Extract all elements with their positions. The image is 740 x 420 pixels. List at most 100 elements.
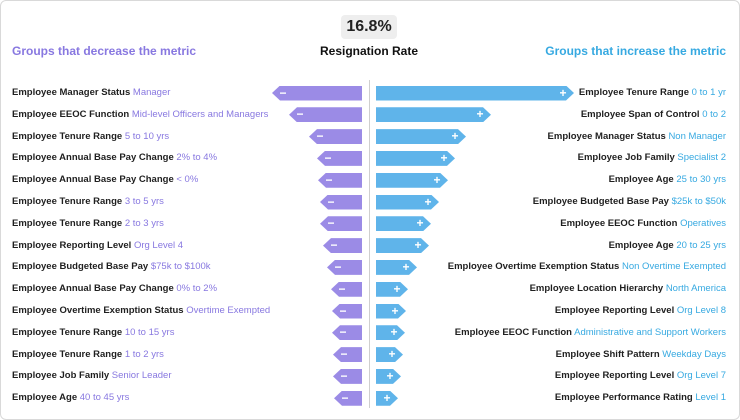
attribute-group: 0 to 1 yr — [691, 87, 726, 98]
increase-label: Employee Age 20 to 25 yrs — [609, 237, 726, 255]
increase-label: Employee Span of Control 0 to 2 — [581, 106, 726, 124]
increase-label: Employee Location Hierarchy North Americ… — [530, 280, 726, 298]
attribute-group: Specialist 2 — [677, 152, 726, 164]
decrease-bar[interactable]: − — [332, 303, 362, 319]
increase-bar[interactable]: + — [376, 304, 406, 319]
attribute-group: Overtime Exempted — [186, 305, 271, 316]
minus-icon: − — [279, 85, 287, 100]
attribute-group: 40 to 45 yrs — [79, 392, 130, 404]
decrease-bar[interactable]: − — [320, 216, 362, 232]
decrease-bar[interactable]: − — [289, 107, 362, 123]
attribute-group: 2 to 3 yrs — [124, 217, 164, 229]
increase-label: Employee Manager Status Non Manager — [548, 128, 726, 146]
attribute-group: Org Level 8 — [676, 305, 726, 316]
decrease-bar[interactable]: − — [327, 259, 362, 275]
minus-icon: − — [316, 129, 324, 144]
decrease-label: Employee Budgeted Base Pay $75k to $100k — [12, 258, 211, 276]
plus-icon: + — [440, 150, 448, 165]
attribute-name: Employee EEOC Function — [12, 108, 130, 120]
decrease-bar[interactable]: − — [323, 238, 362, 254]
attribute-name: Employee Span of Control — [580, 108, 700, 120]
plus-icon: + — [383, 390, 391, 405]
increase-bar[interactable]: + — [376, 238, 429, 253]
increase-bar[interactable]: + — [376, 107, 491, 122]
minus-icon: − — [340, 368, 348, 383]
attribute-group: < 0% — [176, 174, 199, 186]
decrease-bar[interactable]: − — [331, 281, 362, 297]
plus-icon: + — [424, 194, 432, 209]
increase-bar[interactable]: + — [376, 282, 408, 297]
decrease-label: Employee Tenure Range 2 to 3 yrs — [12, 215, 164, 233]
increase-bar[interactable]: + — [376, 151, 455, 166]
attribute-group: North America — [665, 283, 726, 295]
attribute-group: Operatives — [680, 217, 726, 229]
increase-bar[interactable]: + — [376, 369, 401, 384]
minus-icon: − — [334, 259, 342, 274]
attribute-name: Employee Job Family — [577, 152, 675, 164]
increase-bar[interactable]: + — [376, 129, 466, 144]
decrease-label: Employee Tenure Range 5 to 10 yrs — [12, 128, 169, 146]
increase-label: Employee EEOC Function Administrative an… — [455, 324, 726, 342]
increase-label: Employee Job Family Specialist 2 — [578, 149, 726, 167]
attribute-name: Employee Reporting Level — [12, 239, 132, 251]
plus-icon: + — [386, 368, 394, 383]
decrease-bar[interactable]: − — [317, 150, 362, 166]
attribute-name: Employee Job Family — [12, 370, 110, 382]
attribute-name: Employee Age — [608, 174, 674, 186]
attribute-name: Employee Annual Base Pay Change — [12, 174, 174, 186]
decrease-label: Employee Overtime Exemption Status Overt… — [12, 302, 270, 320]
attribute-name: Employee Manager Status — [12, 87, 131, 98]
increase-bar[interactable]: + — [376, 173, 448, 188]
decrease-bar[interactable]: − — [333, 347, 362, 363]
minus-icon: − — [339, 303, 347, 318]
plus-icon: + — [433, 172, 441, 187]
attribute-name: Employee Overtime Exemption Status — [12, 305, 184, 316]
increase-label: Employee EEOC Function Operatives — [560, 215, 726, 233]
increase-bar[interactable]: + — [376, 260, 417, 275]
attribute-name: Employee Location Hierarchy — [529, 283, 664, 295]
attribute-group: Org Level 4 — [133, 239, 184, 251]
attribute-name: Employee Tenure Range — [12, 217, 123, 229]
decrease-bar[interactable]: − — [332, 325, 362, 341]
attribute-name: Employee Age — [12, 392, 78, 404]
increase-label: Employee Performance Rating Level 1 — [555, 389, 726, 407]
increase-bar[interactable]: + — [376, 195, 439, 210]
increase-label: Employee Age 25 to 30 yrs — [609, 171, 726, 189]
attribute-name: Employee Shift Pattern — [555, 348, 660, 360]
attribute-group: 20 to 25 yrs — [676, 239, 726, 251]
increase-header: Groups that increase the metric — [545, 44, 726, 58]
decrease-bar[interactable]: − — [334, 390, 362, 406]
plus-icon: + — [393, 281, 401, 296]
attribute-group: Non Manager — [668, 130, 726, 142]
decrease-bar[interactable]: − — [318, 172, 362, 188]
minus-icon: − — [324, 150, 332, 165]
attribute-group: 5 to 10 yrs — [124, 130, 170, 142]
attribute-name: Employee Tenure Range — [12, 196, 123, 207]
minus-icon: − — [327, 216, 335, 231]
decrease-bar[interactable]: − — [320, 194, 362, 210]
attribute-name: Employee Budgeted Base Pay — [532, 196, 669, 207]
increase-bar[interactable]: + — [376, 216, 431, 231]
decrease-bar[interactable]: − — [272, 85, 362, 101]
attribute-group: Manager — [132, 87, 171, 98]
increase-bar[interactable]: + — [376, 391, 398, 406]
increase-bar[interactable]: + — [376, 86, 574, 101]
plus-icon: + — [559, 85, 567, 100]
attribute-name: Employee Annual Base Pay Change — [12, 152, 174, 164]
attribute-group: Senior Leader — [111, 370, 172, 382]
attribute-group: 2% to 4% — [176, 152, 218, 164]
increase-bar[interactable]: + — [376, 347, 403, 362]
decrease-header: Groups that decrease the metric — [12, 44, 197, 58]
decrease-label: Employee Job Family Senior Leader — [12, 367, 171, 385]
decrease-bar[interactable]: − — [333, 368, 362, 384]
decrease-bar[interactable]: − — [309, 129, 362, 145]
minus-icon: − — [330, 238, 338, 253]
plus-icon: + — [414, 238, 422, 253]
minus-icon: − — [341, 390, 349, 405]
attribute-name: Employee Annual Base Pay Change — [12, 283, 174, 295]
increase-bar[interactable]: + — [376, 325, 405, 340]
attribute-group: $25k to $50k — [671, 196, 726, 207]
decrease-label: Employee Tenure Range 1 to 2 yrs — [12, 346, 164, 364]
attribute-name: Employee Tenure Range — [12, 348, 123, 360]
attribute-name: Employee Tenure Range — [578, 87, 690, 98]
